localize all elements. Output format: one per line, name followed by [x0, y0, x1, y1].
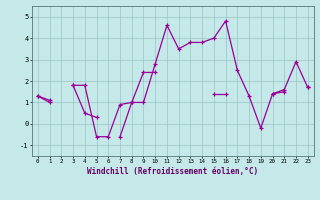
X-axis label: Windchill (Refroidissement éolien,°C): Windchill (Refroidissement éolien,°C) — [87, 167, 258, 176]
